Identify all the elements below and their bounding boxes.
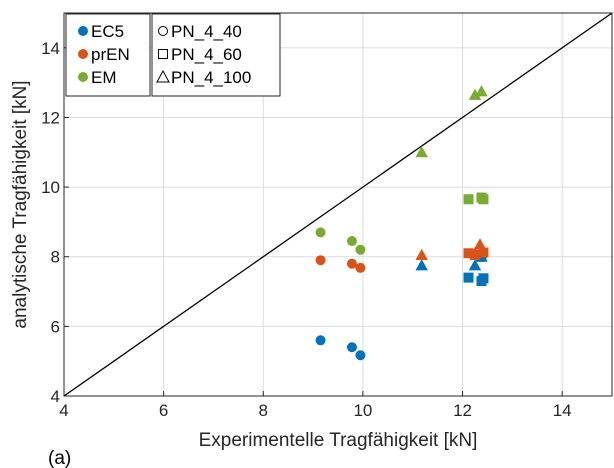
y-tick-label: 8 — [51, 248, 60, 267]
data-point-ec5-square — [463, 272, 474, 283]
data-point-pren-circle — [355, 262, 366, 273]
x-axis-label: Experimentelle Tragfähigkeit [kN] — [199, 430, 478, 451]
legend-configs-box — [151, 13, 281, 97]
data-point-ec5-circle — [355, 350, 366, 361]
data-point-pren-circle — [346, 258, 357, 269]
data-point-pren-triangle — [473, 238, 487, 250]
data-point-pren-square — [463, 248, 474, 259]
y-tick-label: 4 — [51, 387, 60, 406]
legend-marker-square — [158, 49, 168, 59]
legend-swatch — [78, 26, 88, 36]
legend-entry-label: PN_4_40 — [171, 22, 242, 41]
data-point-em-square — [463, 194, 474, 205]
data-point-em-circle — [355, 244, 366, 255]
y-tick-label: 12 — [41, 108, 60, 127]
x-tick-label: 14 — [553, 401, 572, 420]
data-point-pren-circle — [315, 255, 326, 266]
legend-entry-label: PN_4_100 — [171, 68, 251, 87]
legend-marker-triangle — [156, 69, 170, 83]
data-point-ec5-circle — [315, 335, 326, 346]
data-point-em-square — [478, 194, 489, 205]
data-point-pren-triangle — [415, 248, 428, 260]
legend-swatch — [78, 72, 88, 82]
legend-marker-circle — [158, 26, 168, 36]
legend-entry-label: PN_4_60 — [171, 45, 242, 64]
legend-entry-label: EM — [91, 68, 117, 87]
data-point-ec5-triangle — [468, 259, 482, 271]
data-point-em-triangle — [475, 85, 488, 97]
identity-line — [63, 12, 613, 397]
data-point-em-circle — [315, 227, 326, 238]
legend-entry-label: EC5 — [91, 22, 124, 41]
data-points — [315, 85, 489, 361]
y-tick-label: 6 — [51, 317, 60, 336]
panel-label: (a) — [48, 448, 71, 468]
x-tick-label: 8 — [259, 401, 268, 420]
data-point-ec5-triangle — [415, 259, 428, 271]
data-point-em-circle — [346, 236, 357, 247]
data-point-ec5-circle — [346, 342, 357, 353]
data-point-pren-triangle — [468, 246, 482, 259]
x-tick-label: 12 — [453, 401, 472, 420]
x-tick-label: 6 — [159, 401, 168, 420]
data-point-em-triangle — [468, 88, 482, 100]
y-tick-label: 14 — [41, 39, 60, 58]
x-tick-label: 4 — [59, 401, 68, 420]
data-point-ec5-square — [478, 273, 489, 284]
legend-entry-label: prEN — [91, 45, 130, 64]
y-tick-label: 10 — [41, 178, 60, 197]
data-point-pren-square — [478, 247, 489, 258]
legend-swatch — [78, 49, 88, 59]
data-point-em-triangle — [415, 146, 428, 158]
legend-configs: PN_4_40 PN_4_60 PN_4_100 — [151, 13, 281, 97]
legend-methods: EC5 prEN EM — [65, 13, 151, 97]
axes-box — [63, 12, 613, 397]
ticks: 4 6 8 10 12 14 4 6 8 10 12 14 — [41, 39, 572, 420]
y-axis-label: analytische Tragfähigkeit [kN] — [10, 80, 31, 328]
x-tick-label: 10 — [353, 401, 372, 420]
